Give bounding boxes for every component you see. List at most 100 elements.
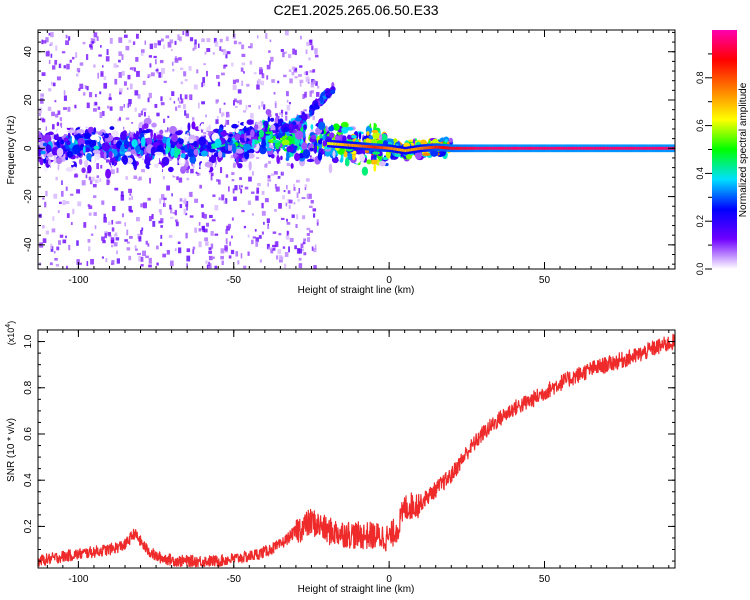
spectrogram-ridge (403, 149, 405, 152)
spectrogram-speckle (208, 247, 212, 251)
spectrogram-speckle (300, 110, 304, 117)
spectrogram-speckle (281, 112, 283, 118)
spectrogram-speckle (108, 93, 112, 99)
spectrogram-speckle (188, 192, 192, 197)
spectrogram-speckle (103, 82, 108, 89)
spectrogram-speckle (38, 113, 41, 117)
spectrogram-speckle (160, 73, 163, 78)
spectrogram-speckle (210, 175, 213, 181)
snr-y-multiplier-exp: 4 (5, 324, 12, 328)
spectrogram-ridge (532, 146, 534, 150)
spectrogram-speckle (45, 51, 50, 57)
spectrogram-ridge (608, 146, 610, 150)
spectrogram-speckle (303, 238, 307, 242)
spectrogram-speckle (183, 104, 186, 110)
spectrogram-speckle (50, 32, 54, 38)
spectrogram-speckle (263, 221, 265, 225)
spectrogram-speckle (87, 204, 91, 207)
spectrogram-speckle (88, 246, 91, 252)
spectrogram-ridge (598, 146, 601, 150)
spectrogram-speckle (74, 173, 78, 178)
spectrogram-cell (350, 135, 357, 139)
spectrogram-ridge (550, 146, 553, 150)
spectrogram-ridge (533, 146, 536, 150)
spectrogram-ridge (488, 146, 491, 150)
spectrogram-speckle (203, 132, 207, 135)
spectrogram-speckle (126, 247, 131, 251)
spectrogram-speckle (149, 43, 154, 50)
spectrogram-speckle (129, 209, 133, 213)
spectrogram-cell (47, 131, 54, 136)
spectrogram-ridge (572, 146, 575, 150)
spectrogram-speckle (256, 182, 261, 187)
spectrogram-ridge (656, 146, 659, 150)
spectrogram-speckle (204, 237, 209, 242)
spectrogram-speckle (178, 177, 183, 183)
spectrogram-speckle (205, 114, 207, 118)
spectrogram-cell (42, 123, 46, 133)
spectrogram-speckle (132, 41, 136, 45)
spectrogram-speckle (160, 194, 165, 200)
x-tick-label: 0 (386, 574, 392, 585)
spectrogram-speckle (237, 260, 240, 265)
spectrogram-speckle (261, 210, 266, 216)
spectrogram-speckle (148, 257, 152, 264)
spectrogram-speckle (205, 241, 209, 246)
spectrogram-speckle (111, 260, 115, 265)
spectrogram-cell (346, 126, 354, 131)
spectrogram-cell (170, 147, 175, 157)
spectrogram-speckle (62, 239, 67, 244)
spectrogram-speckle (241, 185, 243, 188)
spectrogram-speckle (251, 239, 254, 245)
spectrogram-speckle (261, 231, 264, 235)
spectrogram-cell (155, 134, 163, 141)
spectrogram-speckle (297, 198, 300, 202)
spectrogram-speckle (104, 232, 107, 239)
spectrogram-cell (235, 156, 239, 166)
colorbar-scale (712, 30, 737, 269)
spectrogram-speckle (60, 117, 63, 122)
spectrogram-speckle (179, 94, 182, 100)
spectrogram-cell (122, 155, 128, 165)
spectrogram-cell (318, 139, 323, 145)
spectrogram-ridge (337, 142, 340, 146)
spectrogram-ridge (487, 146, 489, 150)
spectrogram-speckle (55, 113, 59, 118)
spectrogram-ridge (431, 145, 433, 149)
spectrogram-speckle (140, 264, 144, 267)
spectrogram-speckle (179, 198, 183, 202)
spectrogram-speckle (261, 80, 265, 86)
spectrogram-speckle (118, 59, 121, 63)
spectrogram-cell (45, 144, 52, 153)
spectrogram-speckle (140, 110, 144, 116)
spectrogram-ridge (580, 146, 583, 150)
x-tick-label: -50 (227, 275, 242, 286)
spectrogram-speckle (103, 76, 107, 80)
spectrogram-speckle (138, 113, 142, 118)
spectrogram-speckle (156, 112, 160, 117)
spectrogram-ridge (351, 143, 354, 147)
spectrogram-ridge (504, 146, 506, 150)
spectrogram-ridge (659, 146, 662, 150)
spectrogram-speckle (292, 48, 296, 55)
spectrogram-speckle (231, 172, 235, 176)
spectrogram-trace-cell (294, 117, 302, 122)
spectrogram-speckle (109, 37, 113, 44)
spectrogram-cell (72, 144, 81, 155)
spectrogram-speckle (158, 72, 162, 78)
spectrogram-cell (328, 163, 333, 174)
spectrogram-trace-cell (282, 126, 290, 132)
spectrogram-cell (140, 148, 144, 157)
spectrogram-speckle (233, 196, 237, 201)
spectrogram-cell (153, 132, 157, 143)
spectrogram-speckle (309, 205, 313, 208)
spectrogram-speckle (56, 246, 60, 251)
spectrogram-speckle (63, 95, 67, 101)
spectrogram-speckle (291, 214, 295, 218)
spectrogram-cell (62, 161, 66, 167)
spectrogram-cell (90, 135, 97, 141)
spectrogram-speckle (166, 250, 170, 255)
spectrogram-cell (278, 149, 286, 159)
spectrogram-cell (165, 147, 169, 155)
spectrogram-cell (252, 138, 255, 148)
